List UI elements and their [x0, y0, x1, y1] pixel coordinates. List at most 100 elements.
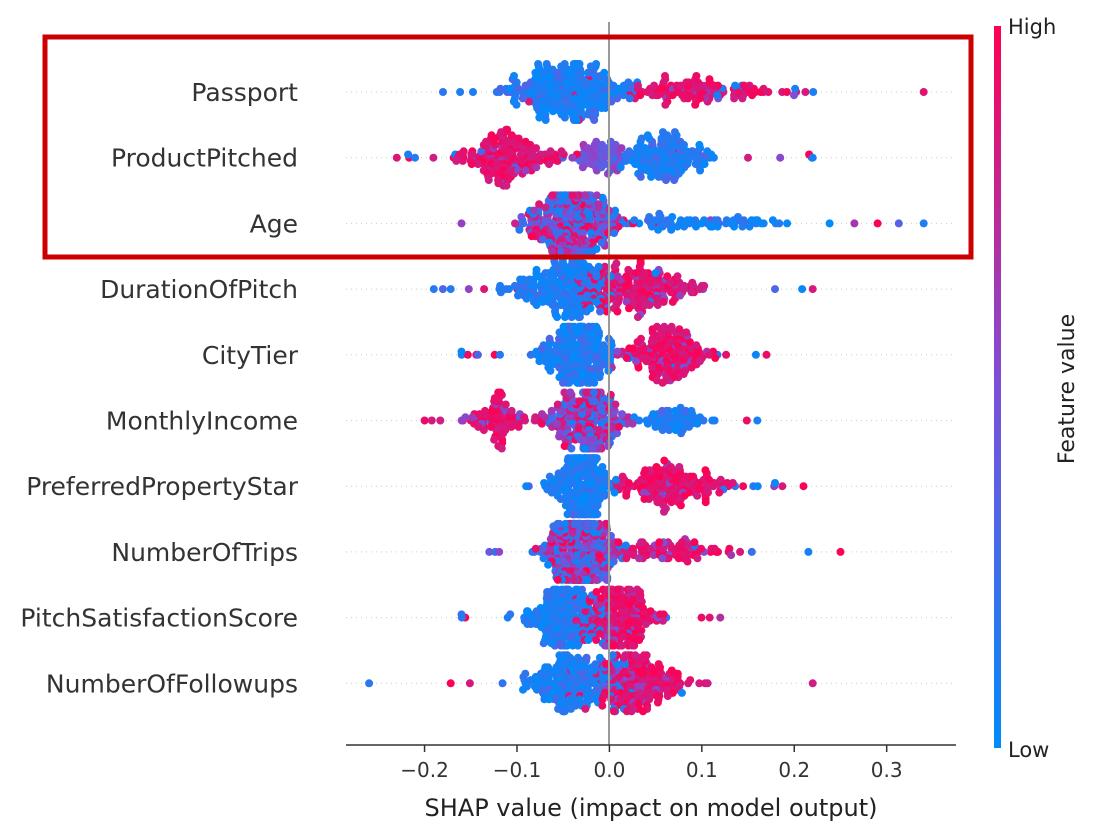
shap-point-NumberOfFollowups: [544, 663, 553, 672]
feature-label: Age: [250, 209, 298, 238]
shap-point-ProductPitched: [653, 166, 662, 175]
shap-point-NumberOfTrips: [570, 519, 579, 528]
shap-point-MonthlyIncome: [427, 416, 436, 425]
shap-point-PreferredPropertyStar: [778, 482, 787, 491]
shap-point-Passport: [730, 94, 739, 103]
shap-point-ProductPitched: [643, 131, 652, 140]
shap-point-MonthlyIncome: [649, 410, 658, 419]
shap-point-CityTier: [705, 350, 714, 359]
shap-point-Age: [713, 222, 722, 231]
shap-point-Passport: [657, 84, 666, 93]
shap-point-ProductPitched: [458, 156, 467, 165]
shap-point-Passport: [514, 84, 523, 93]
shap-point-DurationOfPitch: [525, 275, 534, 284]
shap-point-Age: [713, 216, 722, 225]
shap-point-MonthlyIncome: [468, 413, 477, 422]
shap-point-PitchSatisfactionScore: [600, 641, 609, 650]
shap-point-PreferredPropertyStar: [612, 475, 620, 484]
shap-point-Age: [706, 222, 715, 231]
shap-point-DurationOfPitch: [676, 291, 685, 300]
x-tick-label: 0.2: [778, 758, 810, 782]
shap-point-DurationOfPitch: [600, 262, 609, 271]
shap-point-NumberOfFollowups: [673, 669, 682, 678]
shap-point-DurationOfPitch: [625, 304, 633, 313]
shap-point-NumberOfTrips: [569, 575, 578, 584]
shap-point-CityTier: [559, 378, 567, 387]
shap-point-NumberOfFollowups: [629, 704, 638, 713]
shap-point-Passport: [600, 68, 609, 77]
shap-point-NumberOfFollowups: [532, 685, 541, 694]
shap-point-DurationOfPitch: [514, 291, 522, 300]
shap-point-MonthlyIncome: [490, 394, 499, 403]
shap-point-CityTier: [613, 347, 622, 356]
shap-point-Age: [560, 191, 569, 200]
shap-point-Age: [527, 232, 536, 241]
shap-point-ProductPitched: [684, 156, 693, 165]
shap-point-ProductPitched: [503, 125, 512, 134]
shap-point-ProductPitched: [598, 140, 607, 149]
shap-point-CityTier: [541, 357, 549, 366]
shap-point-NumberOfFollowups: [653, 698, 662, 707]
shap-point-ProductPitched: [532, 163, 541, 172]
shap-point-NumberOfFollowups: [653, 692, 662, 701]
shap-point-NumberOfTrips: [546, 535, 555, 544]
shap-point-Age: [575, 247, 584, 256]
shap-point-PitchSatisfactionScore: [592, 636, 601, 644]
shap-point-Passport: [619, 91, 628, 100]
shap-point-DurationOfPitch: [651, 269, 660, 278]
shap-point-MonthlyIncome: [693, 419, 702, 428]
shap-point-DurationOfPitch: [663, 272, 672, 281]
shap-point-Passport: [521, 81, 530, 90]
shap-point-ProductPitched: [411, 153, 419, 162]
shap-point-DurationOfPitch: [614, 297, 623, 306]
shap-point-Passport: [692, 72, 701, 80]
shap-point-PitchSatisfactionScore: [579, 591, 588, 600]
shap-point-NumberOfTrips: [553, 575, 562, 584]
shap-point-DurationOfPitch: [516, 275, 525, 284]
shap-point-CityTier: [637, 334, 645, 343]
colorbar-title: Feature value: [1055, 314, 1080, 464]
feature-label: CityTier: [202, 341, 299, 370]
shap-point-Passport: [809, 88, 818, 96]
shap-point-ProductPitched: [592, 137, 601, 146]
shap-point-Passport: [548, 65, 557, 74]
shap-point-DurationOfPitch: [557, 301, 566, 310]
shap-point-NumberOfFollowups: [662, 685, 671, 694]
shap-point-ProductPitched: [637, 134, 646, 143]
shap-point-NumberOfTrips: [677, 538, 686, 547]
shap-point-PitchSatisfactionScore: [628, 641, 637, 650]
shap-point-Age: [568, 191, 577, 200]
shap-point-DurationOfPitch: [798, 285, 807, 294]
shap-point-MonthlyIncome: [742, 416, 751, 425]
shap-point-MonthlyIncome: [658, 426, 667, 435]
shap-point-Passport: [578, 75, 587, 84]
shap-point-CityTier: [632, 357, 641, 366]
shap-point-CityTier: [463, 350, 472, 359]
shap-point-PitchSatisfactionScore: [635, 636, 644, 644]
shap-point-Passport: [439, 88, 447, 96]
shap-point-ProductPitched: [654, 172, 663, 181]
shap-point-ProductPitched: [776, 153, 785, 162]
shap-point-DurationOfPitch: [446, 285, 455, 294]
shap-point-Age: [919, 219, 928, 228]
shap-point-ProductPitched: [507, 131, 516, 140]
shap-point-ProductPitched: [707, 150, 716, 159]
shap-point-DurationOfPitch: [535, 294, 544, 303]
shap-point-Age: [783, 219, 792, 228]
shap-point-NumberOfTrips: [622, 554, 631, 563]
shap-point-MonthlyIncome: [555, 432, 564, 441]
shap-point-MonthlyIncome: [436, 416, 445, 425]
shap-point-DurationOfPitch: [534, 272, 542, 281]
shap-point-NumberOfFollowups: [555, 651, 564, 660]
shap-point-CityTier: [599, 341, 608, 350]
shap-point-MonthlyIncome: [664, 406, 673, 415]
shap-point-PitchSatisfactionScore: [556, 641, 565, 650]
shap-point-MonthlyIncome: [699, 416, 708, 425]
shap-point-PitchSatisfactionScore: [641, 620, 650, 628]
feature-label: PreferredPropertyStar: [26, 472, 299, 501]
shap-point-Passport: [533, 104, 542, 112]
shap-point-Passport: [549, 107, 557, 116]
shap-point-NumberOfTrips: [736, 547, 745, 556]
shap-point-DurationOfPitch: [613, 272, 622, 281]
shap-point-NumberOfTrips: [655, 538, 664, 547]
